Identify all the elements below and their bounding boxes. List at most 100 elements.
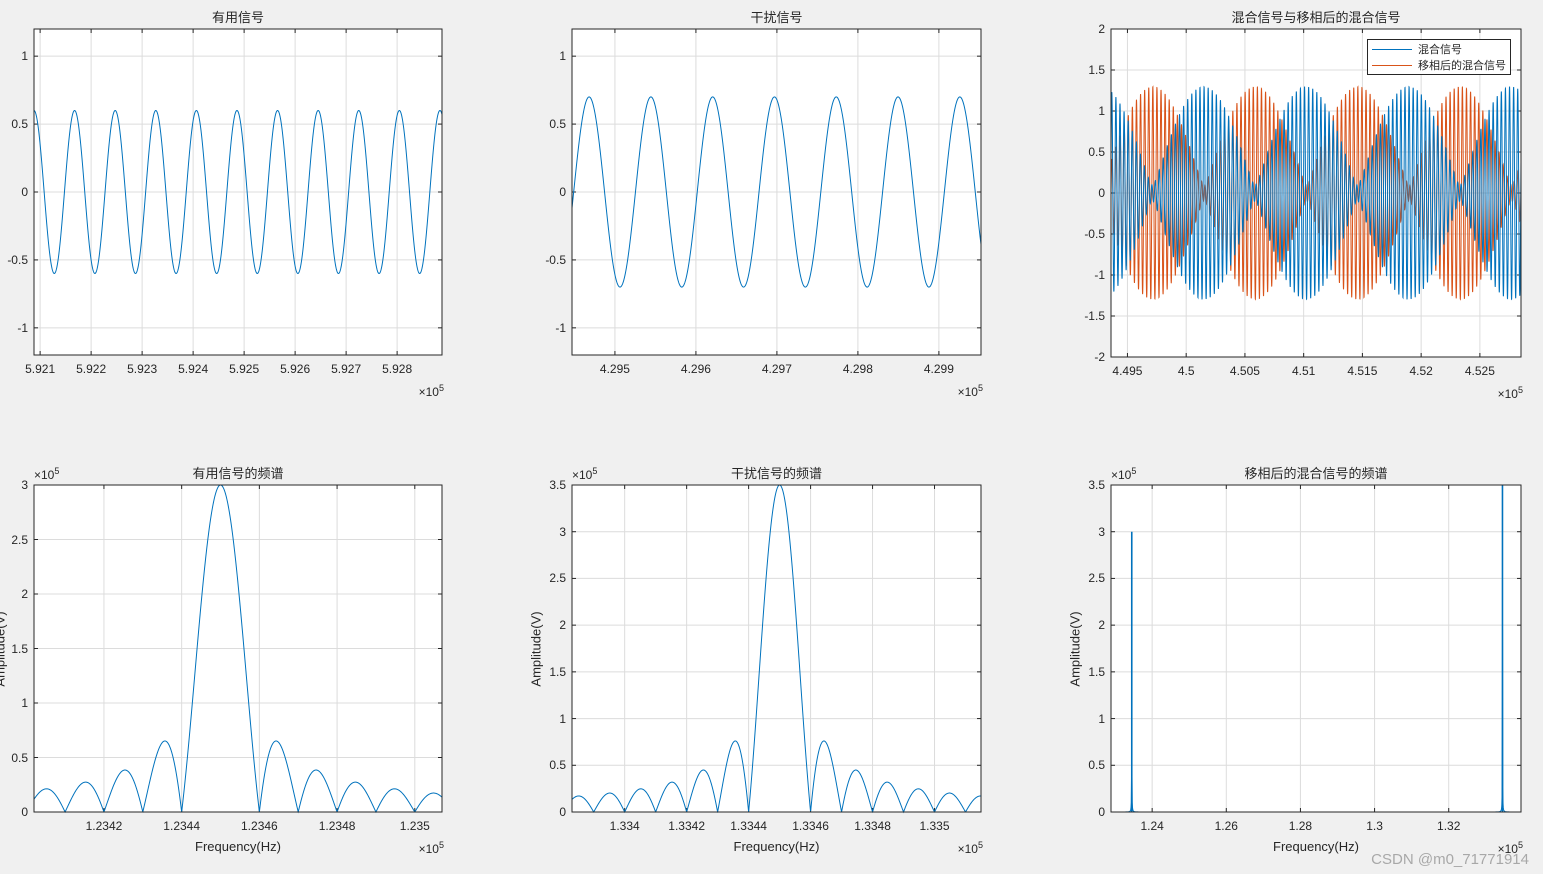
x-tick-label: 4.525: [1464, 364, 1495, 378]
legend[interactable]: 混合信号移相后的混合信号: [1367, 39, 1511, 75]
y-tick-label: -1.5: [1084, 309, 1105, 323]
y-tick-label: 2.5: [1088, 571, 1105, 586]
x-tick-label: 4.298: [842, 362, 873, 376]
watermark: CSDN @m0_71771914: [1371, 851, 1529, 868]
y-axis-label: Amplitude(V): [0, 610, 8, 687]
axes-p2[interactable]: 4.295 4.296 4.297 4.298 4.299 1 0.5 0 -0.5 -1 干扰信号…: [545, 11, 983, 399]
y-tick-label: 1: [1098, 711, 1105, 726]
x-tick-label: 4.52: [1409, 364, 1433, 378]
y-tick-label: -1: [1094, 268, 1105, 282]
x-exponent-label: ×105: [957, 383, 983, 399]
x-tick-label: 1.2342: [85, 819, 123, 833]
axes-p6[interactable]: 1.24 1.26 1.28 1.3 1.32 3.5 3 2.5 2 1.5 1 0.5 0 移相后的混…: [1068, 466, 1524, 856]
chart-title: 干扰信号的频谱: [730, 467, 822, 482]
y-tick-label: 0: [1098, 186, 1105, 200]
y-axis-label: Amplitude(V): [1067, 610, 1083, 687]
x-exponent-label: ×105: [418, 383, 444, 399]
y-tick-label: 1: [21, 49, 28, 64]
y-tick-label: 2: [21, 587, 28, 601]
y-tick-label: 2: [1098, 22, 1105, 36]
y-tick-label: 2.5: [11, 532, 28, 547]
y-tick-label: 0: [559, 805, 566, 819]
y-exponent-label: ×105: [34, 466, 60, 482]
x-tick-label: 1.334: [609, 819, 640, 833]
y-axis-label: Amplitude(V): [528, 610, 544, 687]
y-tick-label: 2: [1098, 618, 1105, 633]
y-tick-label: -1: [555, 320, 566, 335]
chart-title: 干扰信号: [750, 11, 803, 26]
y-tick-label: -0.5: [1084, 227, 1105, 241]
x-tick-label: 4.5: [1177, 364, 1195, 378]
x-axis-label: Frequency(Hz): [1273, 839, 1359, 854]
y-tick-label: 0: [559, 185, 566, 199]
y-tick-label: -2: [1094, 350, 1105, 364]
x-tick-label: 4.495: [1112, 364, 1143, 378]
y-tick-label: 0: [1098, 805, 1105, 819]
x-tick-label: 1.3348: [854, 819, 891, 833]
x-exponent-label: ×105: [1497, 840, 1523, 856]
y-tick-label: 0.5: [11, 117, 28, 132]
y-tick-label: 0.5: [549, 758, 566, 773]
y-tick-label: 0.5: [1088, 758, 1105, 773]
x-tick-label: 1.3344: [730, 819, 767, 833]
x-exponent-label: ×105: [957, 840, 983, 856]
legend-entry: 移相后的混合信号: [1372, 57, 1506, 73]
y-tick-label: 3: [559, 524, 566, 539]
x-tick-label: 4.296: [680, 362, 711, 376]
y-tick-label: 0.5: [1088, 145, 1105, 159]
x-tick-label: 5.926: [280, 362, 311, 376]
y-tick-label: 1: [21, 696, 28, 710]
y-tick-label: 1: [559, 711, 566, 726]
y-tick-label: 3: [1098, 524, 1105, 539]
y-tick-label: 3: [21, 478, 28, 492]
x-tick-label: 1.3346: [792, 819, 829, 833]
x-tick-label: 5.925: [229, 362, 260, 376]
legend-label: 移相后的混合信号: [1418, 59, 1506, 72]
x-axis-label: Frequency(Hz): [733, 839, 820, 854]
y-exponent-label: ×105: [572, 466, 598, 482]
x-axis-label: Frequency(Hz): [195, 839, 281, 854]
legend-entry: 混合信号: [1372, 41, 1506, 57]
chart-title: 有用信号的频谱: [192, 467, 284, 482]
legend-line-icon: [1372, 64, 1412, 66]
x-tick-label: 5.927: [331, 362, 362, 376]
axes-p4[interactable]: 1.2342 1.2344 1.2346 1.2348 1.235 3 2.5 2 1.5 1 0.…: [0, 466, 444, 856]
y-tick-label: 0: [21, 185, 28, 199]
axes-p5[interactable]: 1.334 1.3342 1.3344 1.3346 1.3348 1.335 3.5 3 2.…: [529, 466, 984, 856]
x-tick-label: 4.297: [761, 362, 792, 376]
x-tick-label: 1.335: [919, 819, 950, 833]
x-tick-label: 1.235: [399, 819, 430, 833]
x-tick-label: 5.923: [127, 362, 158, 376]
legend-label: 混合信号: [1418, 43, 1462, 56]
x-tick-label: 1.24: [1140, 819, 1164, 833]
x-tick-label: 1.2344: [163, 819, 201, 833]
y-tick-label: 0.5: [549, 117, 566, 132]
x-tick-label: 1.32: [1437, 819, 1461, 833]
y-tick-label: 1.5: [1088, 664, 1105, 679]
x-tick-label: 1.3342: [668, 819, 705, 833]
y-tick-label: -0.5: [7, 252, 28, 267]
y-tick-label: -0.5: [545, 252, 566, 267]
axes-p3[interactable]: 4.495 4.5 4.505 4.51 4.515 4.52 4.525 2 1.5 1 0.5 0…: [1084, 11, 1523, 401]
x-tick-label: 5.921: [25, 362, 56, 376]
x-tick-label: 5.924: [178, 362, 209, 376]
y-tick-label: 0: [21, 805, 28, 819]
y-tick-label: -1: [17, 320, 28, 335]
y-tick-label: 2: [559, 618, 566, 633]
y-tick-label: 3.5: [1088, 478, 1105, 492]
y-tick-label: 2.5: [549, 571, 566, 586]
x-tick-label: 4.505: [1229, 364, 1260, 378]
x-tick-label: 1.26: [1214, 819, 1238, 833]
y-tick-label: 1.5: [1088, 63, 1105, 77]
x-tick-label: 4.299: [923, 362, 954, 376]
y-tick-label: 1: [1098, 104, 1105, 118]
y-tick-label: 1.5: [549, 664, 566, 679]
x-tick-label: 1.28: [1288, 819, 1313, 833]
x-tick-label: 4.51: [1291, 364, 1316, 378]
x-exponent-label: ×105: [1497, 385, 1523, 401]
axes-p1[interactable]: 5.921 5.922 5.923 5.924 5.925 5.926 5.927 5.928…: [7, 11, 444, 399]
x-tick-label: 5.928: [382, 362, 413, 376]
y-tick-label: 1: [559, 49, 566, 64]
x-tick-label: 1.2346: [241, 819, 278, 833]
chart-title: 混合信号与移相后的混合信号: [1231, 11, 1401, 26]
